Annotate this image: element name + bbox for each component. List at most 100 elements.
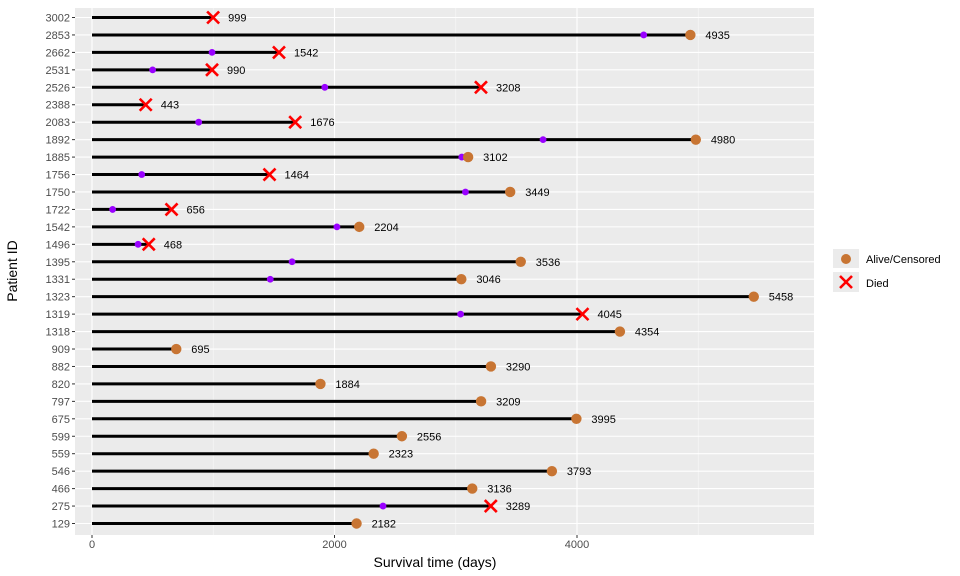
event-markers [109,31,648,510]
censored-marker [515,256,526,267]
censored-marker [368,448,379,459]
y-tick-label: 1885 [46,152,70,164]
died-marker [141,237,156,252]
event-point [208,48,216,56]
event-point [138,171,146,178]
value-label: 4354 [635,327,659,339]
value-label: 443 [161,100,179,112]
died-marker-stroke [138,97,153,112]
y-tick-label: 1395 [46,257,70,269]
value-label: 990 [227,65,245,77]
value-label: 1464 [285,170,309,182]
censored-marker [171,343,182,355]
died-marker [575,307,590,322]
died-marker-stroke [141,237,156,252]
y-tick-label: 797 [52,396,70,408]
censored-marker [475,396,487,407]
censored-marker [462,151,474,163]
died-marker [164,202,179,217]
y-tick-label: 820 [52,379,70,391]
value-label: 999 [228,13,246,25]
censored-marker [690,134,702,145]
value-label: 1676 [310,117,334,129]
y-tick-label: 1319 [46,309,70,321]
y-tick-label: 2531 [46,65,70,77]
x-tick-label: 2000 [322,539,346,551]
value-labels: 999 4935 1542 990 3208 443 1676 4980 3102 1464 344… [161,13,794,531]
died-marker [474,80,488,95]
y-tick-label: 1331 [46,274,70,286]
censored-marker [396,431,408,442]
x-tick-label: 0 [89,539,95,551]
legend-alive-label: Alive/Censored [866,254,941,266]
event-point [288,258,296,266]
died-marker [288,115,303,130]
died-marker-stroke [206,10,221,25]
died-marker [262,167,277,182]
y-tick-label: 1496 [46,239,70,251]
value-label: 5458 [769,292,793,304]
legend-alive-marker [841,254,851,264]
event-point [149,66,157,74]
value-label: 1884 [335,379,359,391]
minor-gridlines [212,8,699,535]
y-tick-label: 1722 [46,204,70,216]
legend: Alive/Censored Died [833,249,941,292]
value-label: 3793 [567,466,591,478]
value-label: 3449 [525,187,549,199]
died-marker-stroke [205,62,219,77]
value-label: 2323 [389,449,413,461]
value-label: 468 [164,239,182,251]
event-point [379,502,387,510]
y-tick-label: 1756 [46,170,70,182]
y-tick-label: 129 [52,519,70,531]
censored-marker [685,29,696,41]
censored-marker [546,465,558,477]
event-point [640,31,648,39]
event-point [539,136,547,144]
died-marker-stroke [164,202,179,217]
censored-marker [748,291,759,302]
died-marker-stroke [288,115,303,130]
legend-died-label: Died [866,278,889,290]
event-point [321,83,329,91]
died-marker [483,499,498,513]
y-axis-title: Patient ID [4,240,20,301]
y-tick-label: 546 [52,466,70,478]
y-tick-label: 559 [52,449,70,461]
censored-marker [504,186,516,198]
y-tick-label: 675 [52,414,70,426]
legend-died-marker [839,275,853,289]
y-tick-label: 599 [52,431,70,443]
event-point [134,240,142,248]
x-axis-title: Survival time (days) [374,554,497,570]
end-markers [138,10,759,529]
x-axis: 0 2000 4000 [89,535,589,551]
y-tick-label: 882 [52,361,70,373]
died-marker [138,97,153,112]
value-label: 4980 [711,135,735,147]
censored-marker [614,326,626,337]
event-point [333,223,341,231]
died-marker-stroke [474,80,488,95]
value-label: 695 [191,344,209,356]
value-label: 3046 [476,274,500,286]
value-label: 656 [187,204,205,216]
value-label: 2204 [374,222,398,234]
y-tick-label: 1318 [46,327,70,339]
value-label: 3102 [483,152,507,164]
value-label: 3995 [591,414,615,426]
censored-marker [351,518,362,529]
value-label: 3208 [496,82,520,94]
censored-marker [467,483,478,494]
value-label: 3136 [487,484,511,496]
y-tick-label: 1750 [46,187,70,199]
censored-marker [485,361,497,372]
y-tick-label: 2388 [46,100,70,112]
x-tick-label: 4000 [565,539,589,551]
value-label: 3209 [496,396,520,408]
value-label: 3536 [536,257,560,269]
event-point [109,206,117,213]
y-tick-label: 1892 [46,135,70,147]
value-label: 4045 [597,309,621,321]
